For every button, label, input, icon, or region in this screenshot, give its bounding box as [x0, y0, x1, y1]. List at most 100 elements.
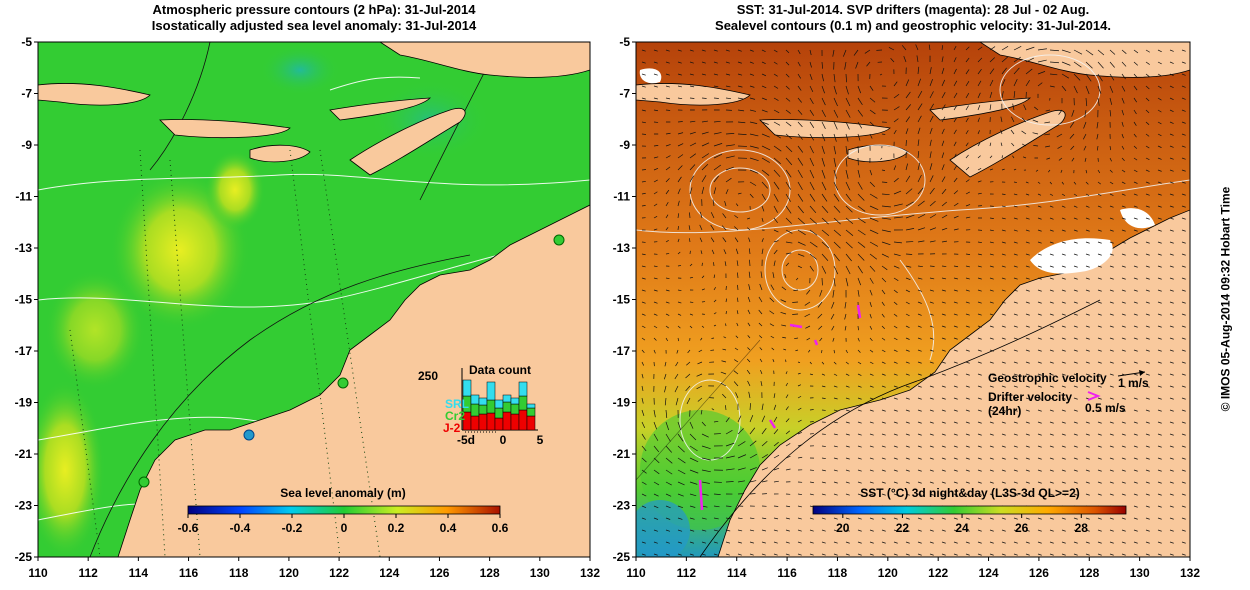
velocity-arrow	[1073, 205, 1078, 208]
velocity-arrow	[737, 133, 747, 135]
velocity-arrow	[833, 169, 837, 179]
velocity-arrow	[917, 529, 922, 532]
x-tick-label: 124	[379, 566, 399, 580]
y-tick-label: -19	[15, 396, 33, 410]
velocity-arrow	[857, 385, 862, 388]
velocity-arrow	[977, 337, 982, 340]
velocity-arrow	[857, 349, 861, 353]
velocity-arrow	[797, 181, 803, 190]
velocity-arrow	[736, 310, 739, 315]
velocity-arrow	[965, 301, 970, 304]
velocity-arrow	[1121, 361, 1126, 364]
velocity-arrow	[653, 337, 657, 341]
velocity-arrow	[665, 73, 670, 76]
velocity-arrow	[780, 312, 787, 315]
velocity-arrow	[905, 421, 910, 424]
velocity-arrow	[1013, 385, 1018, 388]
velocity-arrow	[1169, 301, 1174, 304]
velocity-arrow	[881, 193, 890, 196]
velocity-arrow	[917, 103, 923, 111]
velocity-arrow	[833, 121, 838, 130]
velocity-arrow	[723, 249, 727, 255]
velocity-arrow	[809, 205, 817, 214]
velocity-arrow	[917, 265, 923, 268]
velocity-arrow	[641, 85, 646, 88]
velocity-arrow	[845, 109, 851, 118]
velocity-arrow	[1073, 241, 1078, 244]
velocity-arrow	[1169, 61, 1174, 64]
velocity-arrow	[665, 189, 670, 195]
velocity-arrow	[965, 80, 970, 87]
velocity-arrow	[1109, 181, 1114, 185]
velocity-arrow	[737, 49, 742, 52]
velocity-arrow	[845, 241, 853, 249]
velocity-arrow	[701, 481, 710, 484]
velocity-arrow	[929, 103, 934, 111]
velocity-arrow	[977, 493, 982, 496]
velocity-arrow	[1061, 301, 1066, 304]
velocity-arrow	[869, 229, 879, 235]
velocity-arrow	[953, 493, 958, 496]
velocity-arrow	[1169, 553, 1174, 556]
velocity-arrow	[1109, 49, 1116, 55]
velocity-arrow	[747, 380, 751, 387]
velocity-arrow	[653, 215, 658, 219]
velocity-arrow	[1049, 349, 1054, 352]
velocity-arrow	[665, 132, 671, 135]
velocity-arrow	[701, 288, 705, 291]
velocity-arrow	[686, 361, 691, 366]
velocity-arrow	[821, 457, 826, 460]
velocity-arrow	[857, 97, 863, 105]
velocity-arrow	[1001, 517, 1006, 520]
velocity-arrow	[641, 205, 646, 207]
velocity-arrow	[905, 469, 910, 472]
velocity-arrow	[1145, 265, 1150, 268]
velocity-arrow	[749, 109, 757, 112]
velocity-arrow	[941, 541, 946, 544]
velocity-arrow	[1025, 265, 1030, 268]
velocity-arrow	[833, 397, 838, 400]
velocity-arrow	[737, 121, 746, 124]
velocity-arrow	[845, 529, 850, 532]
velocity-arrow	[1001, 67, 1007, 75]
velocity-arrow	[1109, 493, 1114, 496]
velocity-arrow	[893, 361, 898, 364]
velocity-arrow	[1049, 253, 1054, 256]
velocity-arrow	[965, 385, 970, 388]
velocity-arrow	[857, 253, 865, 261]
velocity-arrow	[905, 116, 911, 123]
velocity-arrow	[941, 140, 945, 147]
velocity-arrow	[797, 169, 803, 178]
velocity-arrow	[845, 385, 850, 388]
velocity-arrow	[748, 271, 751, 279]
velocity-arrow	[761, 73, 767, 77]
velocity-arrow	[953, 301, 958, 304]
velocity-arrow	[804, 301, 811, 306]
velocity-arrow	[797, 361, 801, 364]
velocity-arrow	[758, 309, 763, 315]
velocity-arrow	[1085, 541, 1090, 544]
velocity-arrow	[701, 457, 711, 461]
velocity-arrow	[761, 157, 770, 163]
velocity-arrow	[773, 467, 780, 471]
velocity-arrow	[1133, 61, 1139, 66]
velocity-arrow	[772, 272, 775, 279]
velocity-arrow	[965, 397, 970, 400]
velocity-arrow	[1061, 85, 1067, 92]
velocity-arrow	[833, 193, 840, 202]
velocity-arrow	[888, 47, 895, 51]
velocity-arrow	[1037, 361, 1042, 364]
velocity-arrow	[770, 284, 775, 291]
dc-xtick-5: 5	[537, 433, 544, 447]
velocity-arrow	[941, 529, 946, 532]
velocity-arrow	[641, 121, 646, 124]
y-tick-label: -5	[21, 35, 32, 49]
velocity-arrow	[893, 203, 903, 207]
velocity-arrow	[1181, 97, 1186, 100]
velocity-arrow	[881, 529, 886, 532]
velocity-arrow	[641, 361, 645, 366]
velocity-arrow	[689, 120, 696, 123]
velocity-arrow	[677, 445, 685, 453]
velocity-arrow	[869, 253, 878, 260]
velocity-arrow	[905, 529, 910, 532]
